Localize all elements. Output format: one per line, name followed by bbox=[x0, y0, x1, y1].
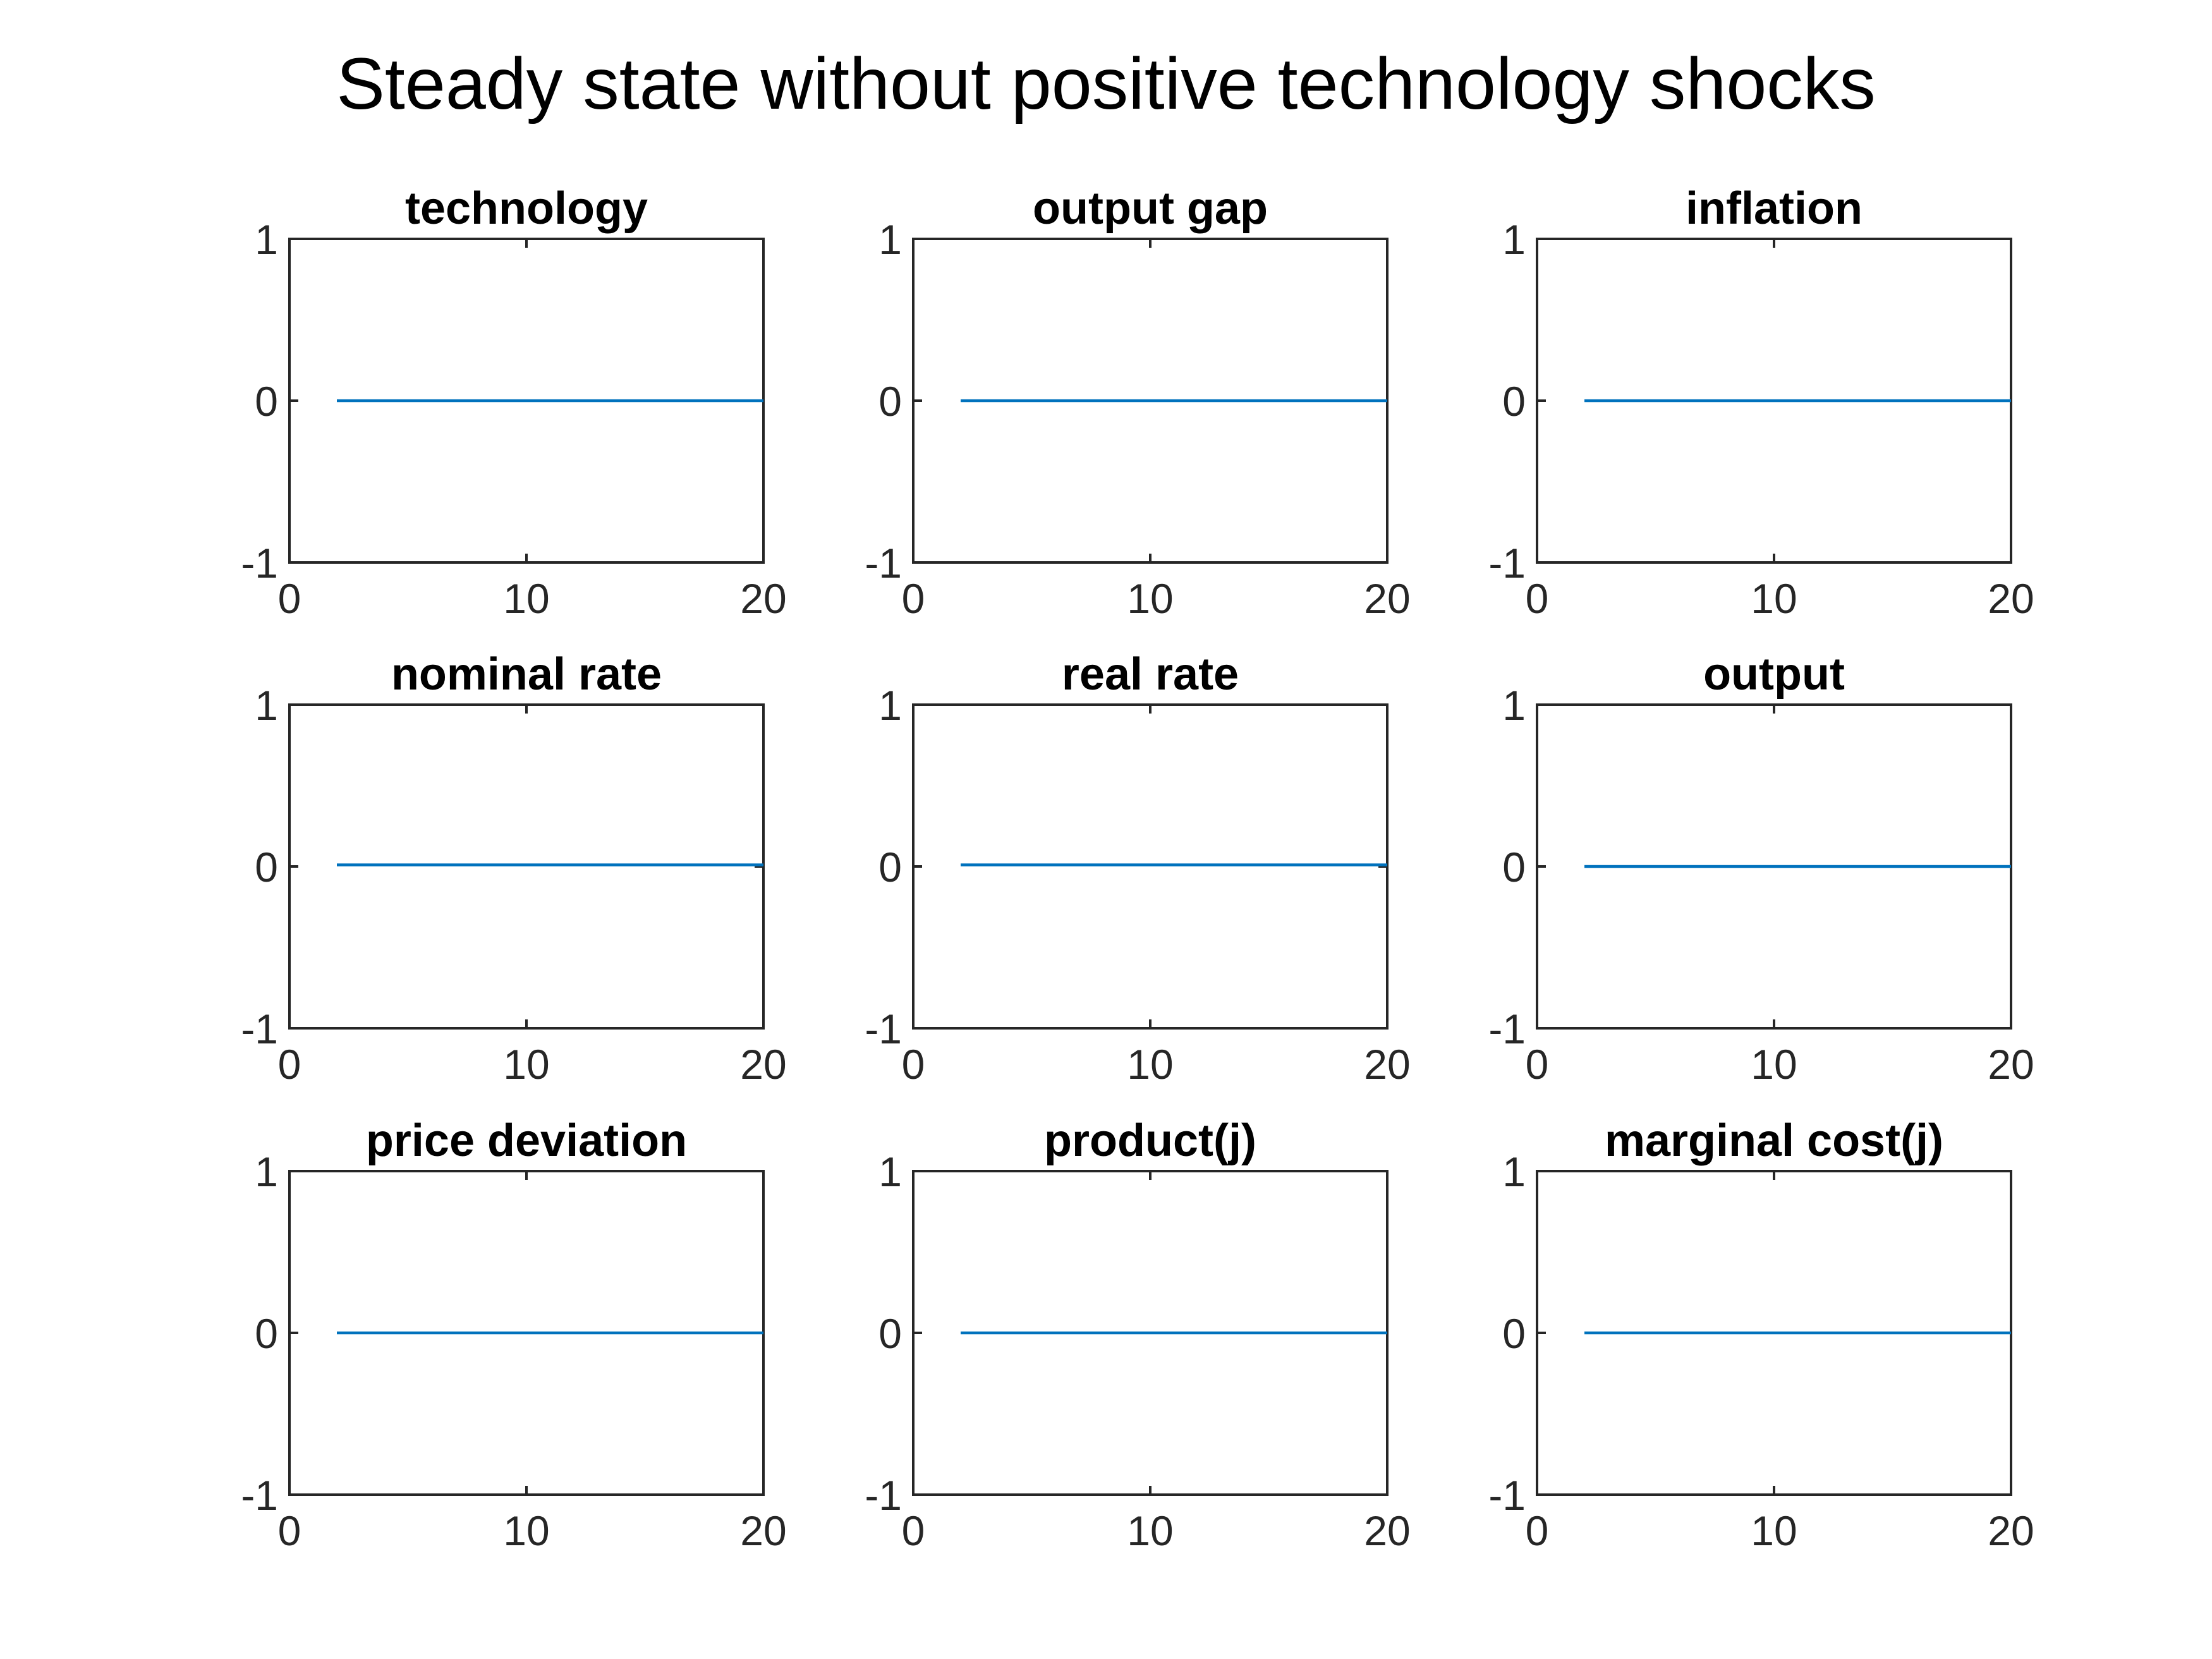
subplot-title: nominal rate bbox=[391, 649, 662, 700]
x-tick-label: 20 bbox=[1988, 1507, 2034, 1554]
x-tick-label: 0 bbox=[1526, 1507, 1549, 1554]
axes-box bbox=[288, 703, 765, 1030]
x-tick-label: 10 bbox=[503, 1041, 549, 1088]
y-tick-label: 0 bbox=[878, 1310, 902, 1357]
figure-title: Steady state without positive technology… bbox=[336, 44, 1876, 125]
y-tick-label: 1 bbox=[1502, 1148, 1526, 1195]
y-tick-label: -1 bbox=[241, 1472, 278, 1519]
y-tick-label: -1 bbox=[1488, 1472, 1526, 1519]
subplot-title: real rate bbox=[1062, 649, 1239, 700]
x-tick-label: 0 bbox=[1526, 1041, 1549, 1088]
y-tick-label: 1 bbox=[1502, 216, 1526, 263]
x-tick-label: 20 bbox=[1364, 575, 1410, 622]
x-tick-label: 10 bbox=[1751, 1041, 1797, 1088]
x-tick-label: 0 bbox=[1526, 575, 1549, 622]
x-tick-label: 20 bbox=[1364, 1507, 1410, 1554]
x-tick-label: 0 bbox=[278, 575, 301, 622]
subplot-title: inflation bbox=[1686, 183, 1863, 234]
y-tick-label: 1 bbox=[255, 216, 278, 263]
y-tick-label: -1 bbox=[1488, 540, 1526, 586]
subplot-title: technology bbox=[405, 183, 648, 234]
subplot-title: output bbox=[1703, 649, 1845, 700]
x-tick-label: 10 bbox=[1751, 575, 1797, 622]
y-tick-label: 1 bbox=[878, 216, 902, 263]
x-tick-label: 20 bbox=[1988, 575, 2034, 622]
x-tick-label: 10 bbox=[503, 1507, 549, 1554]
y-tick-label: 0 bbox=[255, 1310, 278, 1357]
y-tick-label: 0 bbox=[255, 844, 278, 890]
y-tick-label: 1 bbox=[878, 1148, 902, 1195]
y-tick-label: 1 bbox=[255, 1148, 278, 1195]
y-tick-label: 0 bbox=[1502, 844, 1526, 890]
subplot-title: price deviation bbox=[366, 1115, 687, 1166]
x-tick-label: 20 bbox=[740, 575, 786, 622]
x-tick-label: 20 bbox=[740, 1507, 786, 1554]
axes-box bbox=[912, 703, 1389, 1030]
subplot-title: output gap bbox=[1033, 183, 1268, 234]
x-tick-label: 10 bbox=[1127, 1507, 1173, 1554]
y-tick-label: 1 bbox=[255, 682, 278, 729]
x-tick-label: 0 bbox=[902, 575, 925, 622]
x-tick-label: 10 bbox=[1127, 1041, 1173, 1088]
y-tick-label: -1 bbox=[865, 540, 902, 586]
x-tick-label: 20 bbox=[1988, 1041, 2034, 1088]
y-tick-label: 1 bbox=[1502, 682, 1526, 729]
x-tick-label: 10 bbox=[1751, 1507, 1797, 1554]
x-tick-label: 20 bbox=[1364, 1041, 1410, 1088]
y-tick-label: 0 bbox=[878, 378, 902, 425]
x-tick-label: 0 bbox=[278, 1041, 301, 1088]
y-tick-label: -1 bbox=[865, 1472, 902, 1519]
subplot-title: marginal cost(j) bbox=[1605, 1115, 1943, 1166]
y-tick-label: 0 bbox=[255, 378, 278, 425]
y-tick-label: -1 bbox=[241, 1006, 278, 1052]
subplot-title: product(j) bbox=[1044, 1115, 1256, 1166]
y-tick-label: 0 bbox=[878, 844, 902, 890]
y-tick-label: 1 bbox=[878, 682, 902, 729]
x-tick-label: 20 bbox=[740, 1041, 786, 1088]
y-tick-label: -1 bbox=[865, 1006, 902, 1052]
y-tick-label: -1 bbox=[1488, 1006, 1526, 1052]
y-tick-label: 0 bbox=[1502, 378, 1526, 425]
x-tick-label: 0 bbox=[902, 1041, 925, 1088]
x-tick-label: 0 bbox=[902, 1507, 925, 1554]
x-tick-label: 0 bbox=[278, 1507, 301, 1554]
x-tick-label: 10 bbox=[503, 575, 549, 622]
subplot-9: marginal cost(j)0 10 20-101 bbox=[1488, 1115, 2034, 1554]
subplot-8: product(j)0 10 20-101 bbox=[865, 1115, 1410, 1554]
y-tick-label: -1 bbox=[241, 540, 278, 586]
y-tick-label: 0 bbox=[1502, 1310, 1526, 1357]
x-tick-label: 10 bbox=[1127, 575, 1173, 622]
